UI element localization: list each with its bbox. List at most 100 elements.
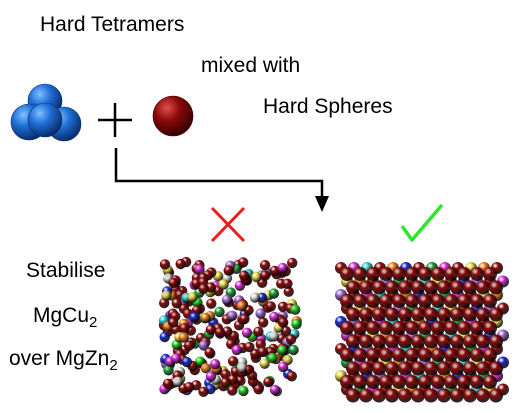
particle — [424, 280, 438, 295]
particle — [463, 307, 477, 322]
particle — [418, 348, 432, 362]
particle — [431, 321, 445, 335]
particle — [282, 278, 293, 289]
particle — [444, 321, 458, 335]
label-hard-spheres: Hard Spheres — [263, 95, 393, 118]
particle — [244, 341, 255, 353]
particle — [259, 270, 271, 281]
particle — [424, 388, 438, 403]
particle — [366, 267, 380, 281]
particle — [483, 321, 497, 335]
particle — [205, 324, 217, 335]
particle — [259, 358, 270, 369]
particle — [238, 257, 249, 268]
particle — [444, 267, 458, 281]
particle — [457, 321, 471, 335]
hard-sphere-icon — [152, 95, 194, 137]
particle — [161, 290, 172, 301]
particle — [346, 334, 360, 349]
particle — [457, 348, 471, 362]
particle — [162, 378, 174, 389]
particle — [353, 294, 367, 308]
particle — [392, 267, 406, 281]
particle — [398, 334, 412, 349]
particle — [457, 375, 471, 389]
particle — [372, 388, 386, 403]
label-mixed-with: mixed with — [201, 54, 301, 77]
particle — [366, 294, 380, 308]
particle — [346, 388, 360, 403]
particle — [168, 277, 179, 289]
particle — [463, 280, 477, 295]
particle — [353, 321, 367, 335]
particle — [290, 304, 301, 315]
particle — [392, 321, 406, 335]
particle — [450, 361, 464, 376]
particle — [172, 376, 183, 387]
particle — [457, 294, 471, 308]
particle — [405, 267, 419, 281]
particle — [340, 267, 354, 281]
particle — [269, 311, 280, 323]
particle — [392, 294, 406, 308]
particle — [285, 334, 297, 345]
particle — [278, 317, 289, 328]
particle — [359, 388, 373, 403]
particle — [251, 271, 262, 283]
particle — [346, 361, 360, 376]
particle — [385, 334, 399, 349]
label-mgcu2: MgCu2 — [33, 304, 97, 330]
particle — [353, 348, 367, 362]
label-hard-tetramers: Hard Tetramers — [40, 13, 185, 36]
particle — [476, 334, 490, 349]
particle — [470, 348, 484, 362]
particle — [398, 280, 412, 295]
particle — [231, 344, 242, 356]
particle — [483, 294, 497, 308]
particle — [200, 312, 211, 324]
particle — [489, 280, 503, 295]
label-mgcu2-base: MgCu — [33, 304, 90, 327]
particle — [392, 348, 406, 362]
particle — [444, 294, 458, 308]
particle — [227, 356, 239, 367]
particle — [489, 361, 503, 376]
particle — [340, 321, 354, 335]
particle — [210, 359, 221, 370]
particle — [405, 348, 419, 362]
particle — [269, 384, 281, 396]
particle — [366, 348, 380, 362]
particle — [437, 361, 451, 376]
particle — [424, 307, 438, 322]
particle — [418, 321, 432, 335]
particle — [463, 361, 477, 376]
particle — [392, 375, 406, 389]
particle — [184, 382, 195, 393]
particle — [255, 308, 266, 319]
particle — [178, 332, 189, 343]
particle — [283, 286, 294, 297]
particle — [366, 321, 380, 335]
particle — [258, 317, 269, 328]
particle — [277, 361, 289, 373]
particle — [470, 294, 484, 308]
particle — [265, 301, 276, 312]
particle — [239, 313, 250, 325]
particle — [450, 334, 464, 349]
particle — [346, 307, 360, 322]
particle — [405, 294, 419, 308]
particle — [353, 375, 367, 389]
particle — [450, 388, 464, 403]
particle — [411, 361, 425, 376]
label-over-mgzn2: over MgZn2 — [9, 348, 118, 373]
particle — [218, 279, 229, 290]
particle — [159, 259, 171, 270]
particle — [291, 318, 302, 330]
particle — [198, 283, 209, 294]
particle — [268, 331, 280, 342]
flow-arrow — [114, 148, 329, 212]
crystal-mgcu2 — [335, 262, 509, 403]
particle — [470, 375, 484, 389]
particle — [450, 280, 464, 295]
particle — [179, 323, 190, 334]
